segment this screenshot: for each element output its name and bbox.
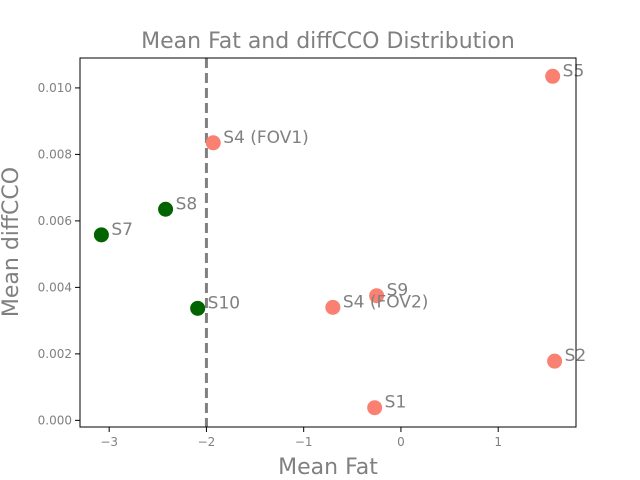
data-point (158, 201, 174, 217)
point-label: S4 (FOV1) (223, 128, 309, 148)
point-label: S7 (111, 220, 133, 240)
point-label: S1 (385, 393, 407, 413)
point-label: S2 (565, 346, 587, 366)
point-label: S9 (387, 281, 409, 301)
point-label: S10 (208, 293, 240, 313)
data-point (367, 400, 383, 416)
data-point (93, 227, 109, 243)
data-point (545, 68, 561, 84)
data-point (547, 353, 563, 369)
data-point (205, 135, 221, 151)
plot-frame (79, 57, 577, 428)
x-tick-label: −3 (100, 435, 118, 449)
x-tick-label: −2 (198, 435, 216, 449)
x-tick-label: 0 (397, 435, 405, 449)
data-point (190, 300, 206, 316)
y-tick-label: 0.002 (38, 347, 72, 361)
point-label: S5 (563, 61, 585, 81)
point-label: S4 (FOV2) (343, 292, 429, 312)
y-tick-label: 0.004 (38, 280, 72, 294)
y-axis-label: Mean diffCCO (0, 167, 24, 317)
data-point (325, 299, 341, 315)
point-label: S8 (176, 194, 198, 214)
chart-title: Mean Fat and diffCCO Distribution (141, 29, 515, 54)
y-tick-label: 0.008 (38, 147, 72, 161)
y-tick-label: 0.000 (38, 413, 72, 427)
x-tick-label: −1 (295, 435, 313, 449)
y-tick-label: 0.010 (38, 81, 72, 95)
x-axis-label: Mean Fat (278, 455, 378, 480)
x-tick-label: 1 (494, 435, 502, 449)
data-point (369, 288, 385, 304)
y-tick-label: 0.006 (38, 214, 72, 228)
